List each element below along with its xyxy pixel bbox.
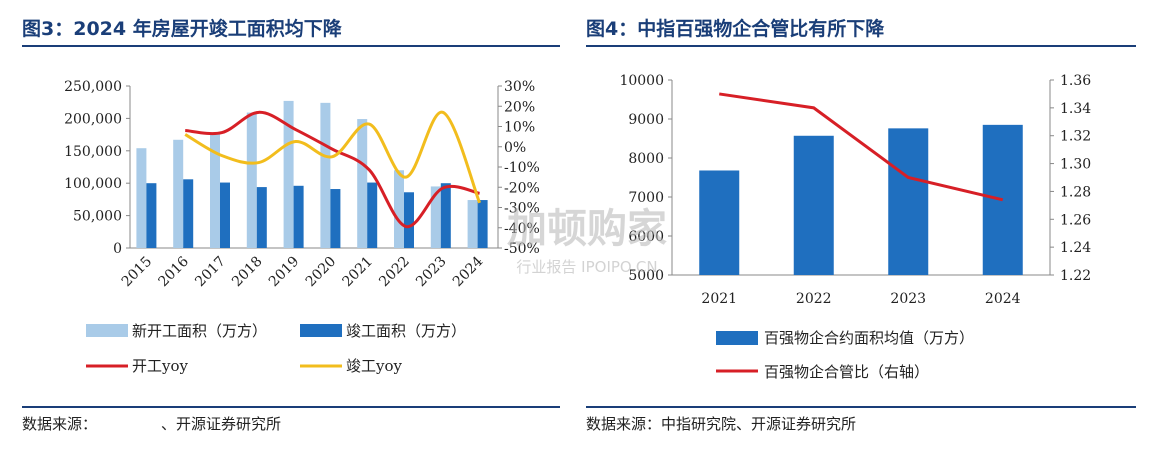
bar-completion — [440, 183, 451, 248]
legend-completion-area-label: 竣工面积（万方） — [346, 322, 466, 340]
source-rest: 、开源证券研究所 — [161, 415, 282, 433]
x-tick-label: 2018 — [229, 254, 266, 291]
bar-new-start — [467, 200, 478, 248]
x-tick-label: 2016 — [156, 253, 193, 290]
x-tick-label: 2022 — [796, 291, 832, 307]
legend-completion-yoy-label: 竣工yoy — [346, 357, 403, 375]
bar-completion — [220, 182, 230, 248]
title-rule — [586, 45, 1136, 47]
bar-new-start — [136, 148, 147, 248]
left-y-tick-label: 10000 — [619, 73, 664, 89]
right-y-tick-label: 20% — [504, 99, 535, 115]
figure-3-title: 图3：2024 年房屋开竣工面积均下降 — [22, 18, 342, 40]
right-y-tick-label: 1.30 — [1060, 157, 1091, 173]
source-rule — [22, 406, 560, 408]
x-tick-label: 2021 — [340, 254, 377, 291]
bar-new-start — [394, 170, 404, 248]
right-y-tick-label: -10% — [504, 160, 540, 176]
figure-4-title: 图4：中指百强物企合管比有所下降 — [586, 18, 885, 40]
bar-new-start — [246, 112, 257, 249]
source-prefix: 数据来源： — [22, 415, 98, 433]
bar-new-start — [320, 102, 331, 249]
figure-4-source: 数据来源：中指研究院、开源证券研究所 — [586, 415, 857, 433]
left-y-tick-label: 6000 — [628, 229, 664, 245]
bar-completion — [146, 183, 157, 248]
left-y-tick-label: 100,000 — [64, 176, 122, 192]
figure-3-source: 数据来源： 、开源证券研究所 — [22, 413, 281, 434]
bar-new-start — [430, 186, 441, 248]
legend-completion-area-swatch — [300, 324, 342, 337]
line-new-start-yoy — [185, 110, 480, 229]
legend-new-start-yoy-label: 开工yoy — [132, 357, 189, 375]
legend-contract-area-label: 百强物企合约面积均值（万方） — [764, 329, 974, 347]
right-y-tick-label: -50% — [504, 241, 540, 257]
bar-contract-area — [699, 170, 740, 275]
bar-new-start — [210, 132, 220, 248]
bar-new-start — [173, 139, 184, 248]
bar-completion — [404, 192, 414, 248]
bar-new-start — [357, 119, 368, 248]
bar-completion — [256, 187, 267, 248]
right-y-tick-label: 1.36 — [1060, 73, 1091, 89]
title-rule — [22, 45, 560, 47]
x-tick-label: 2023 — [890, 291, 926, 307]
left-y-tick-label: 0 — [113, 241, 122, 257]
bar-completion — [183, 179, 194, 248]
x-tick-label: 2015 — [119, 254, 156, 291]
bar-contract-area — [888, 128, 929, 275]
right-y-tick-label: 1.34 — [1060, 101, 1091, 117]
line-management-ratio — [719, 92, 1004, 202]
bar-contract-area — [982, 124, 1023, 275]
x-tick-label: 2021 — [701, 291, 737, 307]
bar-completion — [367, 182, 378, 248]
x-tick-label: 2017 — [192, 254, 229, 291]
figure-3-panel: 图3：2024 年房屋开竣工面积均下降 0 50,000 100,000 150,00… — [0, 0, 560, 474]
left-y-tick-label: 7000 — [628, 190, 664, 206]
x-tick-label: 2024 — [450, 253, 487, 290]
right-y-tick-label: 10% — [504, 120, 535, 136]
left-y-tick-label: 150,000 — [64, 144, 122, 160]
source-rule — [586, 406, 1136, 408]
line-completion-yoy — [184, 110, 481, 204]
chart-3: 0 50,000 100,000 150,000 200,000 250,000 -50% -… — [64, 79, 540, 375]
right-y-tick-label: 1.22 — [1060, 268, 1091, 284]
left-y-tick-label: 5000 — [628, 268, 664, 284]
right-y-tick-label: 1.28 — [1060, 184, 1091, 200]
x-tick-label: 2024 — [985, 291, 1021, 307]
bar-completion — [293, 185, 304, 248]
bar-new-start — [283, 100, 294, 249]
legend-new-start-area-swatch — [86, 324, 128, 337]
x-tick-label: 2022 — [376, 254, 413, 291]
bar-contract-area — [793, 135, 834, 275]
right-y-tick-label: 1.32 — [1060, 129, 1091, 145]
legend-contract-area-swatch — [716, 331, 758, 345]
legend-new-start-area-label: 新开工面积（万方） — [132, 322, 267, 340]
left-y-tick-label: 200,000 — [64, 111, 122, 127]
bar-completion — [477, 200, 488, 248]
legend-management-ratio-label: 百强物企合管比（右轴） — [764, 363, 929, 381]
right-y-tick-label: 0% — [504, 140, 526, 156]
figure-4-panel: 图4：中指百强物企合管比有所下降 5000 6000 7000 8000 9000 100… — [580, 0, 1156, 474]
x-tick-label: 2019 — [266, 254, 303, 291]
bar-completion — [330, 189, 341, 248]
right-y-tick-label: -40% — [504, 221, 540, 237]
right-y-tick-label: 1.26 — [1060, 212, 1091, 228]
right-y-tick-label: -20% — [504, 180, 540, 196]
right-y-tick-label: -30% — [504, 201, 540, 217]
left-y-tick-label: 50,000 — [73, 209, 122, 225]
chart-4: 5000 6000 7000 8000 9000 10000 1.22 1.24 1.26 1.2… — [619, 73, 1091, 381]
left-y-tick-label: 8000 — [628, 151, 664, 167]
right-y-tick-label: 30% — [504, 79, 535, 95]
x-tick-label: 2023 — [413, 254, 450, 291]
left-y-tick-label: 9000 — [628, 112, 664, 128]
x-tick-label: 2020 — [303, 254, 340, 291]
left-y-tick-label: 250,000 — [64, 79, 122, 95]
right-y-tick-label: 1.24 — [1060, 240, 1091, 256]
